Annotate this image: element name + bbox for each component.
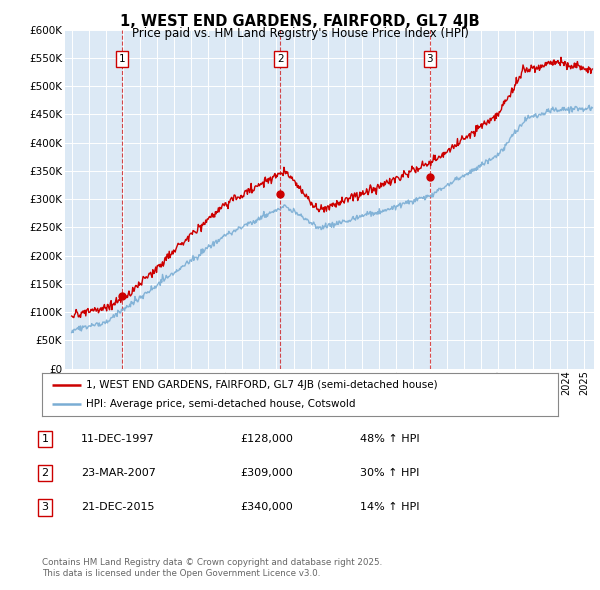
Text: 23-MAR-2007: 23-MAR-2007 <box>81 468 156 478</box>
Text: £340,000: £340,000 <box>240 503 293 512</box>
Text: 2: 2 <box>277 54 284 64</box>
Text: 11-DEC-1997: 11-DEC-1997 <box>81 434 155 444</box>
Text: 1: 1 <box>41 434 49 444</box>
Text: 1: 1 <box>119 54 125 64</box>
Text: Contains HM Land Registry data © Crown copyright and database right 2025.
This d: Contains HM Land Registry data © Crown c… <box>42 558 382 578</box>
Text: £309,000: £309,000 <box>240 468 293 478</box>
Text: HPI: Average price, semi-detached house, Cotswold: HPI: Average price, semi-detached house,… <box>86 399 355 409</box>
Text: 3: 3 <box>41 503 49 512</box>
Text: 21-DEC-2015: 21-DEC-2015 <box>81 503 155 512</box>
Text: 1, WEST END GARDENS, FAIRFORD, GL7 4JB: 1, WEST END GARDENS, FAIRFORD, GL7 4JB <box>120 14 480 29</box>
Text: Price paid vs. HM Land Registry's House Price Index (HPI): Price paid vs. HM Land Registry's House … <box>131 27 469 40</box>
Text: 2: 2 <box>41 468 49 478</box>
Text: £128,000: £128,000 <box>240 434 293 444</box>
Text: 14% ↑ HPI: 14% ↑ HPI <box>360 503 419 512</box>
Text: 3: 3 <box>427 54 433 64</box>
Text: 30% ↑ HPI: 30% ↑ HPI <box>360 468 419 478</box>
Text: 1, WEST END GARDENS, FAIRFORD, GL7 4JB (semi-detached house): 1, WEST END GARDENS, FAIRFORD, GL7 4JB (… <box>86 380 437 390</box>
Text: 48% ↑ HPI: 48% ↑ HPI <box>360 434 419 444</box>
